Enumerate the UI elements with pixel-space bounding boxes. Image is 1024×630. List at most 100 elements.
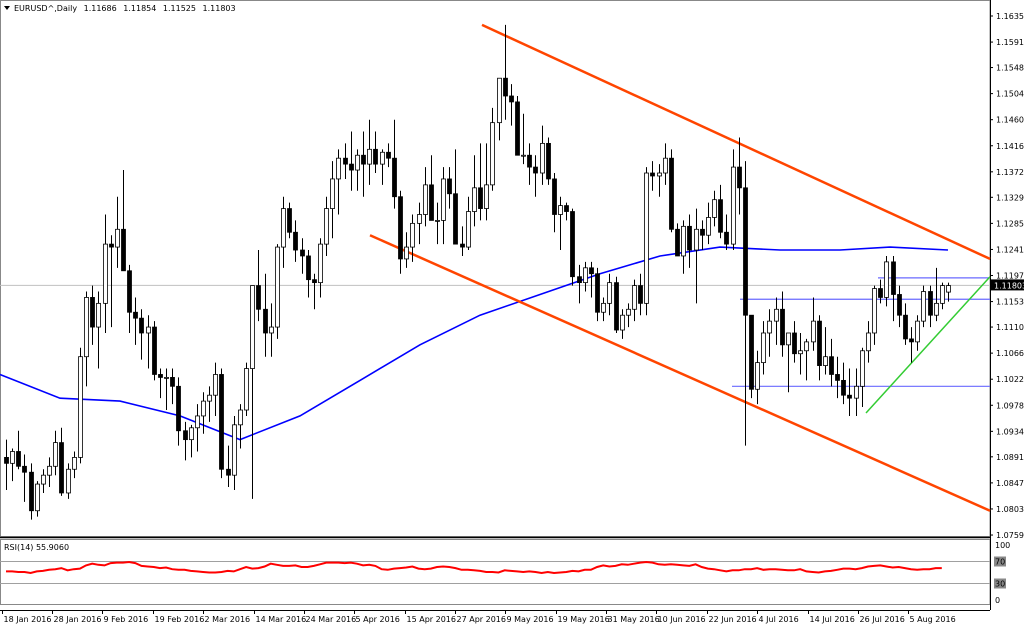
candle — [466, 196, 471, 251]
candle — [521, 113, 526, 165]
ma-path — [0, 246, 949, 441]
candle — [453, 149, 458, 245]
candle — [447, 167, 452, 209]
candle — [201, 392, 206, 434]
candle — [854, 368, 859, 416]
candle — [687, 214, 692, 268]
candle — [195, 404, 200, 452]
time-tick-label: 19 May 2016 — [558, 615, 610, 624]
time-tick-label: 31 May 2016 — [608, 615, 660, 624]
candle — [761, 321, 766, 375]
time-tick-label: 22 Jun 2016 — [709, 615, 757, 624]
candle — [626, 303, 631, 328]
time-axis[interactable]: 18 Jan 2016 28 Jan 2016 9 Feb 2016 19 Feb 2… — [2, 610, 956, 624]
time-tick-label: 4 Jul 2016 — [759, 615, 799, 624]
candle — [16, 430, 21, 470]
candle — [878, 279, 883, 304]
candle — [694, 208, 699, 304]
candle — [607, 273, 612, 316]
price-tick-label: 1.14600 — [996, 116, 1024, 125]
candlesticks — [4, 24, 951, 520]
candle — [915, 315, 920, 351]
candle — [164, 368, 169, 411]
price-tick-label: 1.15910 — [996, 38, 1024, 47]
current-price-tag — [991, 279, 1024, 291]
price-tick-label: 1.15480 — [996, 64, 1024, 73]
price-tick-label: 1.16350 — [996, 12, 1024, 21]
candle — [139, 309, 144, 360]
price-tick-label: 1.13290 — [996, 193, 1024, 202]
main-panel-border — [0, 0, 991, 537]
price-tick-label: 1.11100 — [996, 323, 1024, 332]
candle — [835, 356, 840, 399]
candle — [4, 439, 9, 490]
candle — [860, 347, 865, 408]
candle — [244, 362, 249, 416]
drawn-trendlines[interactable] — [369, 23, 991, 512]
candle — [275, 244, 280, 339]
candle — [650, 161, 655, 191]
price-tick-label: 1.11530 — [996, 298, 1024, 307]
candle — [552, 173, 557, 233]
time-tick-label: 2 Mar 2016 — [205, 615, 251, 624]
time-tick-label: 9 Feb 2016 — [104, 615, 149, 624]
candle — [811, 297, 816, 351]
candle — [712, 190, 717, 227]
candle — [392, 119, 397, 209]
candle — [540, 125, 545, 185]
candle — [232, 415, 237, 490]
candle — [158, 368, 163, 399]
candle — [133, 297, 138, 345]
candle — [355, 149, 360, 191]
candle — [577, 264, 582, 304]
close-value: 1.11803 — [202, 4, 236, 13]
candle — [47, 457, 52, 488]
low-value: 1.11525 — [162, 4, 196, 13]
candle — [527, 143, 532, 185]
rsi-path — [6, 560, 942, 575]
candle — [872, 285, 877, 345]
price-tick-label: 1.11970 — [996, 272, 1024, 281]
candle — [300, 238, 305, 274]
candle — [928, 285, 933, 328]
candle — [767, 309, 772, 357]
candle — [934, 267, 939, 322]
candle — [53, 430, 58, 476]
time-tick-label: 14 Mar 2016 — [256, 615, 307, 624]
candle — [35, 481, 40, 517]
candle — [417, 202, 422, 245]
candle — [398, 190, 403, 274]
candle — [207, 386, 212, 422]
candle — [558, 196, 563, 251]
candle — [564, 202, 569, 221]
candle — [146, 315, 151, 369]
price-tick-label: 1.13720 — [996, 168, 1024, 177]
candle — [570, 208, 575, 286]
candle — [66, 463, 71, 499]
candle — [847, 368, 852, 416]
candle — [256, 250, 261, 322]
candle — [386, 143, 391, 168]
candle — [903, 303, 908, 345]
candle — [546, 137, 551, 185]
rsi-line — [6, 560, 942, 575]
candle — [731, 149, 736, 251]
candle — [59, 427, 64, 496]
price-tick-label: 1.15040 — [996, 90, 1024, 99]
candle — [41, 469, 46, 493]
price-axis[interactable]: 1.16350 1.15910 1.15480 1.15040 1.14600 1.141… — [990, 12, 1024, 540]
candle — [441, 167, 446, 245]
price-tick-label: 1.07590 — [996, 531, 1024, 540]
candle — [891, 255, 896, 322]
chart-header: EURUSD^,Daily 1.11686 1.11854 1.11525 1.… — [4, 4, 240, 13]
dropdown-triangle-icon[interactable] — [4, 6, 10, 10]
time-tick-label: 24 Mar 2016 — [306, 615, 357, 624]
candle — [663, 143, 668, 185]
candle — [373, 131, 378, 174]
candle — [644, 167, 649, 316]
chart-frame — [0, 0, 991, 611]
candle — [817, 315, 822, 381]
candle — [183, 421, 188, 461]
candle — [10, 448, 15, 482]
